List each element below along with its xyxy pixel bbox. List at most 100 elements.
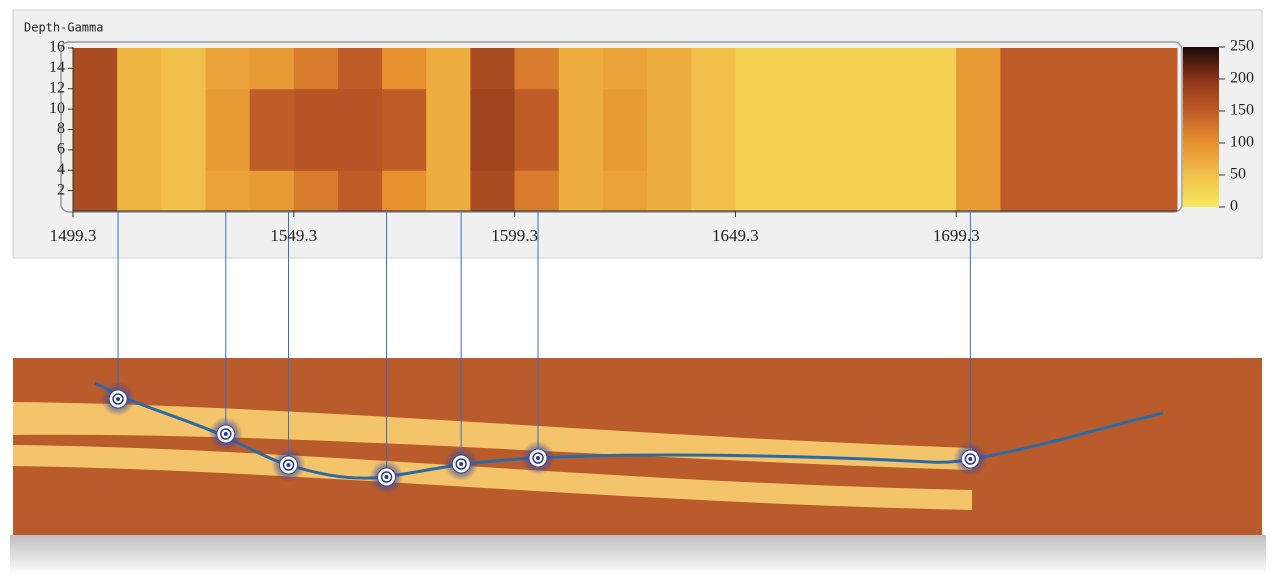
marker-dot: [459, 462, 464, 466]
heat-cell: [1044, 88, 1090, 130]
colorbar: [1183, 47, 1219, 207]
heat-cell: [647, 48, 692, 90]
heat-cell: [117, 88, 162, 130]
heat-cell: [117, 129, 162, 171]
heat-cell: [249, 88, 295, 130]
heat-cell: [1132, 170, 1178, 212]
x-tick-label: 1699.3: [933, 226, 980, 245]
heat-cell: [912, 48, 957, 90]
heat-cell: [205, 48, 251, 90]
heat-cell: [73, 88, 118, 130]
heat-cell: [779, 48, 825, 90]
heat-cell: [1088, 48, 1134, 90]
heat-cell: [735, 129, 781, 171]
marker-dot: [968, 457, 973, 461]
marker-dot: [116, 397, 121, 401]
colorbar-tick-label: 50: [1230, 166, 1246, 183]
heat-cell: [1132, 129, 1178, 171]
y-tick-label: 8: [57, 120, 65, 137]
x-tick-label: 1649.3: [712, 226, 759, 245]
heat-cell: [691, 170, 736, 212]
heat-cell: [1044, 48, 1090, 90]
heat-cell: [691, 48, 736, 90]
heat-cell: [249, 129, 295, 171]
heat-cell: [1088, 170, 1134, 212]
marker-ring: [532, 452, 544, 464]
x-tick-label: 1499.3: [50, 226, 97, 245]
heat-cell: [823, 48, 869, 90]
marker-ring: [964, 453, 977, 465]
heat-cell: [558, 170, 604, 212]
colorbar-tick-label: 250: [1230, 38, 1254, 55]
y-tick-label: 4: [57, 161, 65, 178]
heat-cell: [470, 170, 516, 212]
marker-ring: [112, 393, 124, 405]
heat-cell: [73, 129, 118, 171]
heat-cell: [647, 170, 692, 212]
heat-cell: [602, 170, 648, 212]
y-tick-label: 14: [49, 59, 65, 76]
heat-cell: [956, 170, 1001, 212]
heat-cell: [1088, 88, 1134, 130]
y-tick-label: 2: [57, 181, 65, 198]
heat-cell: [426, 48, 471, 90]
heat-cell: [337, 170, 383, 212]
heat-cell: [956, 129, 1001, 171]
heat-cell: [470, 88, 516, 130]
heat-cell: [867, 170, 913, 212]
heat-cell: [337, 88, 383, 130]
heat-cell: [426, 129, 471, 171]
heat-cell: [161, 48, 206, 90]
plot-frame: [60, 41, 1183, 213]
heat-cell: [293, 88, 339, 130]
shadow: [10, 535, 1266, 575]
heat-cell: [867, 48, 913, 90]
heat-cell: [912, 170, 957, 212]
heat-cell: [1044, 170, 1090, 212]
marker-dot: [384, 475, 389, 479]
colorbar-tick-label: 150: [1230, 102, 1254, 119]
x-tick-label: 1599.3: [491, 226, 538, 245]
heat-cell: [73, 48, 118, 90]
heat-cell: [514, 88, 560, 130]
heat-cell: [647, 129, 692, 171]
heat-cell: [1000, 88, 1046, 130]
heat-cell: [514, 129, 560, 171]
heat-cell: [602, 48, 648, 90]
y-tick-label: 10: [49, 100, 65, 117]
heat-cell: [867, 88, 913, 130]
heat-cell: [249, 48, 295, 90]
heat-cell: [470, 129, 516, 171]
heat-cell: [691, 129, 736, 171]
heat-cell: [1000, 129, 1046, 171]
heat-cell: [1000, 48, 1046, 90]
heat-cell: [73, 170, 118, 212]
heat-cell: [205, 170, 251, 212]
heat-cell: [779, 88, 825, 130]
heat-cell: [823, 170, 869, 212]
heat-cell: [779, 129, 825, 171]
chart-title: Depth-Gamma: [24, 21, 103, 35]
y-tick-label: 6: [57, 141, 65, 158]
colorbar-tick-label: 200: [1230, 70, 1254, 87]
marker-dot: [536, 456, 541, 460]
x-tick-label: 1549.3: [270, 226, 317, 245]
heat-cell: [382, 48, 427, 90]
heat-cell: [912, 88, 957, 130]
heat-cell: [382, 170, 427, 212]
heat-cell: [735, 88, 781, 130]
heat-cell: [337, 48, 383, 90]
heat-cell: [956, 48, 1001, 90]
heat-cell: [205, 88, 251, 130]
heat-cell: [426, 170, 471, 212]
marker-dot: [223, 432, 228, 436]
heat-cell: [1132, 88, 1178, 130]
heat-cell: [735, 48, 781, 90]
marker-ring: [380, 471, 393, 483]
heat-cell: [647, 88, 692, 130]
heat-cell: [602, 129, 648, 171]
heat-cell: [117, 48, 162, 90]
colorbar-tick-label: 0: [1230, 198, 1238, 215]
